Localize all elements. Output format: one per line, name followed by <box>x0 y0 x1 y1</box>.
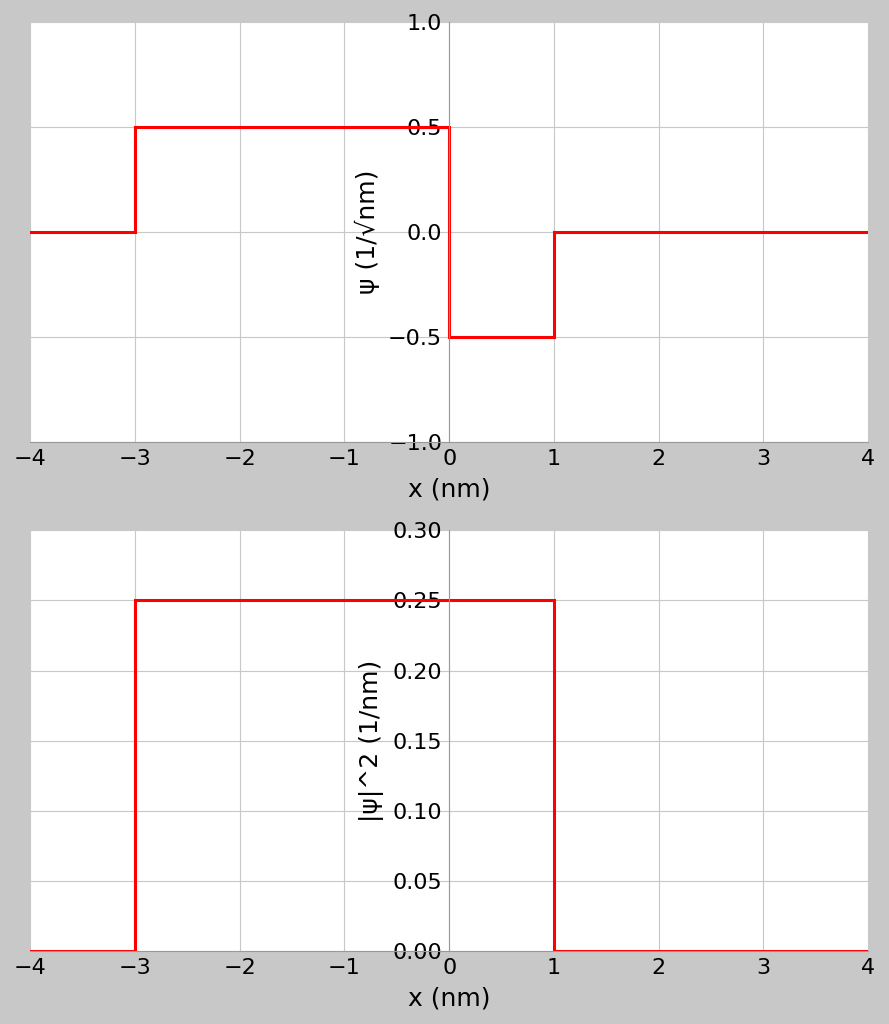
X-axis label: x (nm): x (nm) <box>408 986 491 1010</box>
X-axis label: x (nm): x (nm) <box>408 477 491 502</box>
Y-axis label: |ψ|^2 (1/nm): |ψ|^2 (1/nm) <box>359 659 384 821</box>
Y-axis label: ψ (1/√nm): ψ (1/√nm) <box>355 170 380 294</box>
